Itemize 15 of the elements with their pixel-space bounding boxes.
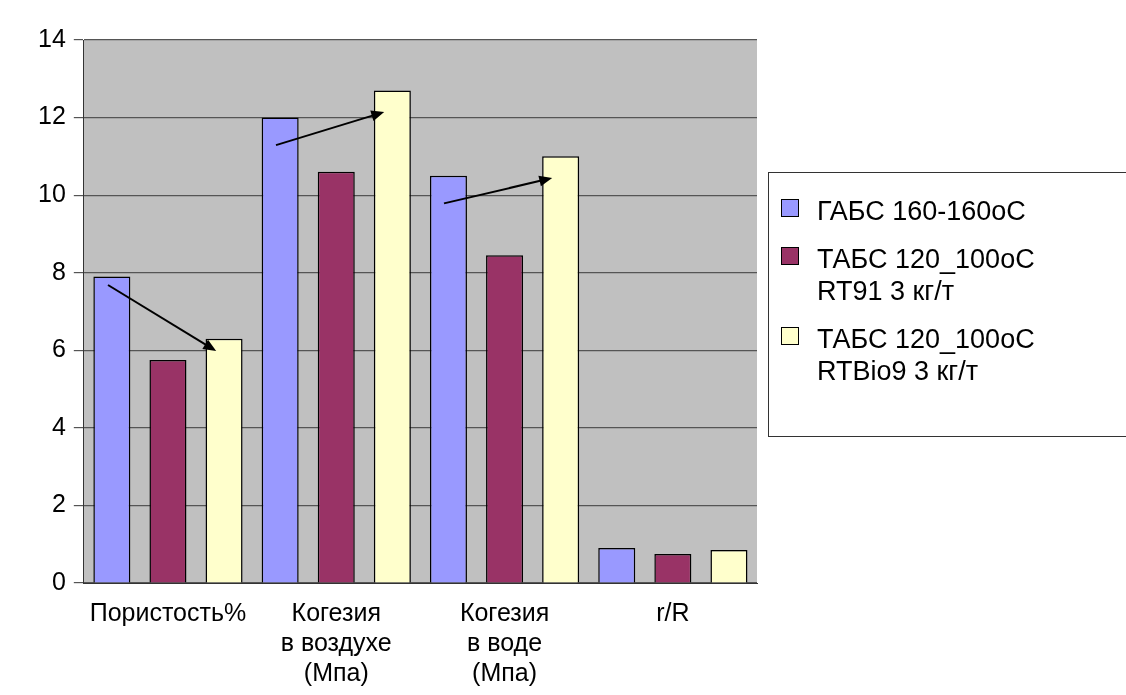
legend-label: ГАБС 160-160oC xyxy=(817,195,1027,227)
y-tick-label: 6 xyxy=(51,334,66,363)
y-tick-label: 8 xyxy=(51,256,66,285)
y-tick-label: 2 xyxy=(51,489,66,518)
x-tick-label: Пористость% xyxy=(89,597,247,626)
y-tick-label: 4 xyxy=(51,411,66,440)
x-tick-label: r/R xyxy=(656,597,690,626)
legend-label: ТАБС 120_100oC RTBio9 3 кг/т xyxy=(817,323,1036,387)
y-tick-label: 12 xyxy=(38,101,66,130)
y-tick-label: 0 xyxy=(51,566,66,595)
x-tick-label: Когезия в воздухе (Мпа) xyxy=(280,597,392,686)
legend-label: ТАБС 120_100oC RT91 3 кг/т xyxy=(817,243,1036,307)
y-tick-label: 10 xyxy=(38,179,66,208)
y-tick-label: 14 xyxy=(38,23,66,52)
x-tick-label: Когезия в воде (Мпа) xyxy=(459,597,550,686)
